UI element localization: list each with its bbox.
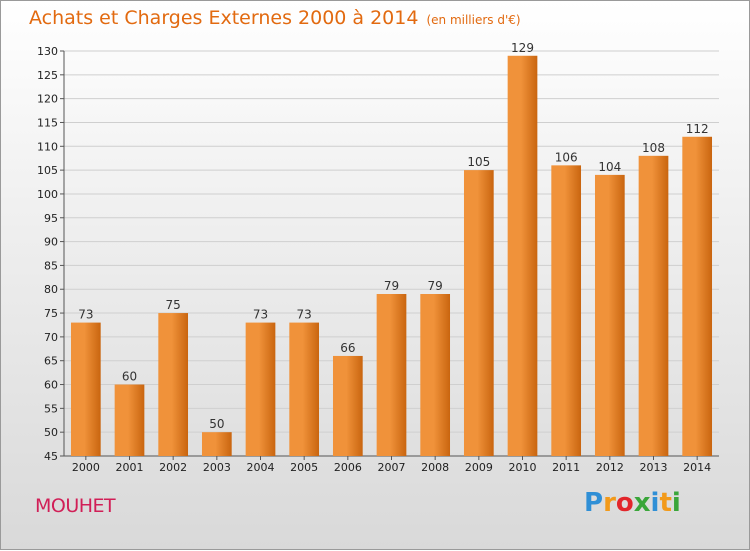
y-tick-label: 130 bbox=[37, 45, 58, 58]
data-label: 73 bbox=[297, 308, 312, 322]
x-tick-label: 2003 bbox=[203, 461, 231, 474]
bar-2001 bbox=[114, 384, 145, 456]
axes: 45 50 55 60 65 70 75 80 85 90 95 100 105 110 115 120 125… bbox=[37, 45, 719, 474]
y-tick-label: 85 bbox=[44, 259, 58, 272]
x-tick-label: 2012 bbox=[596, 461, 624, 474]
y-tick-label: 65 bbox=[44, 355, 58, 368]
y-tick-label: 70 bbox=[44, 331, 58, 344]
y-tick-label: 80 bbox=[44, 283, 58, 296]
x-tick-label: 2007 bbox=[378, 461, 406, 474]
logo-letter: i bbox=[650, 488, 660, 518]
x-tick-label: 2005 bbox=[290, 461, 318, 474]
data-label: 112 bbox=[686, 122, 709, 136]
bar-2002 bbox=[158, 313, 189, 456]
bar-2004 bbox=[245, 322, 276, 456]
proxiti-logo[interactable]: Proxiti bbox=[584, 488, 681, 518]
bar-2008 bbox=[420, 294, 451, 456]
x-tick-label: 2013 bbox=[640, 461, 668, 474]
y-tick-label: 100 bbox=[37, 188, 58, 201]
x-tick-label: 2001 bbox=[116, 461, 144, 474]
x-tick-label: 2008 bbox=[421, 461, 449, 474]
y-tick-label: 110 bbox=[37, 140, 58, 153]
y-tick-label: 90 bbox=[44, 236, 58, 249]
data-label: 105 bbox=[467, 155, 490, 169]
logo-letter: t bbox=[659, 488, 672, 518]
data-label: 73 bbox=[253, 308, 268, 322]
bar-2010 bbox=[507, 55, 538, 456]
y-tick-label: 120 bbox=[37, 93, 58, 106]
y-tick-label: 105 bbox=[37, 164, 58, 177]
data-label: 79 bbox=[384, 279, 399, 293]
data-label: 106 bbox=[555, 150, 578, 164]
y-tick-label: 115 bbox=[37, 116, 58, 129]
x-tick-label: 2002 bbox=[159, 461, 187, 474]
bar-2003 bbox=[201, 432, 232, 456]
logo-letter: r bbox=[603, 488, 616, 518]
chart-subtitle: (en milliers d'€) bbox=[426, 13, 521, 27]
y-tick-label: 75 bbox=[44, 307, 58, 320]
y-tick-label: 55 bbox=[44, 402, 58, 415]
data-label: 75 bbox=[166, 298, 181, 312]
logo-letter: x bbox=[633, 488, 651, 518]
chart-title: Achats et Charges Externes 2000 à 2014 (e… bbox=[29, 7, 521, 29]
x-tick-label: 2014 bbox=[683, 461, 711, 474]
x-tick-label: 2006 bbox=[334, 461, 362, 474]
data-label: 50 bbox=[209, 417, 224, 431]
chart-title-text: Achats et Charges Externes 2000 à 2014 bbox=[29, 7, 419, 29]
bar-2005 bbox=[289, 322, 320, 456]
x-tick-label: 2000 bbox=[72, 461, 100, 474]
town-name: MOUHET bbox=[35, 495, 116, 517]
logo-letter: i bbox=[671, 488, 681, 518]
data-label: 104 bbox=[598, 160, 621, 174]
x-tick-label: 2011 bbox=[552, 461, 580, 474]
y-tick-label: 60 bbox=[44, 379, 58, 392]
logo-letter: P bbox=[584, 488, 604, 518]
bar-2007 bbox=[376, 294, 407, 456]
data-label: 108 bbox=[642, 141, 665, 155]
x-tick-label: 2009 bbox=[465, 461, 493, 474]
x-tick-label: 2010 bbox=[509, 461, 537, 474]
bar-2014 bbox=[682, 136, 713, 456]
data-label: 73 bbox=[78, 308, 93, 322]
bar-2009 bbox=[463, 170, 494, 456]
data-labels: 73 60 75 50 73 73 66 79 79 105 129 106 104 108 112 bbox=[78, 41, 708, 431]
data-label: 129 bbox=[511, 41, 534, 55]
y-tick-label: 45 bbox=[44, 450, 58, 463]
data-label: 60 bbox=[122, 370, 137, 384]
bar-2011 bbox=[551, 165, 582, 456]
bar-2000 bbox=[70, 322, 101, 456]
y-tick-label: 95 bbox=[44, 212, 58, 225]
bars bbox=[70, 55, 713, 456]
bar-2013 bbox=[638, 155, 669, 456]
y-tick-label: 50 bbox=[44, 426, 58, 439]
x-tick-label: 2004 bbox=[247, 461, 275, 474]
data-label: 66 bbox=[340, 341, 355, 355]
data-label: 79 bbox=[428, 279, 443, 293]
y-tick-label: 125 bbox=[37, 69, 58, 82]
logo-letter: o bbox=[615, 488, 634, 518]
bar-2012 bbox=[594, 174, 625, 456]
bar-2006 bbox=[332, 355, 363, 456]
